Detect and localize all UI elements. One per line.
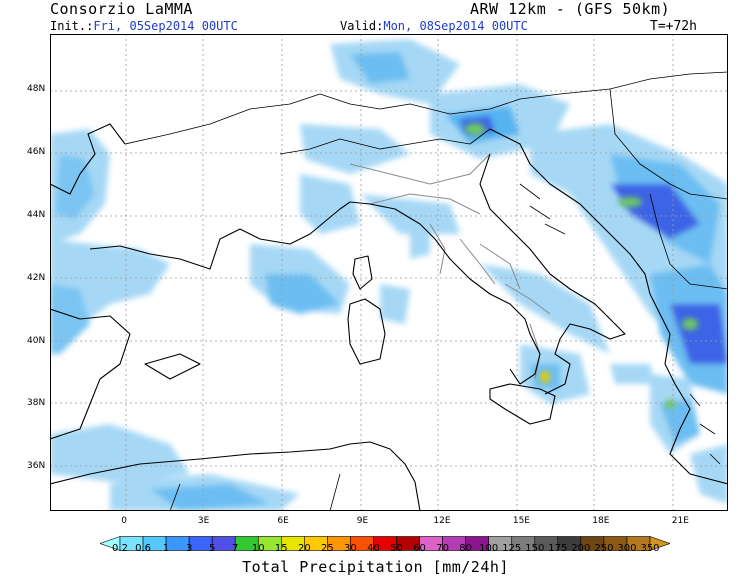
lon-label: 0 xyxy=(121,516,128,526)
colorbar-label: 0.2 xyxy=(112,543,128,554)
colorbar-swatch xyxy=(649,536,670,551)
colorbar-label: 20 xyxy=(297,543,311,554)
lat-label: 38N xyxy=(27,398,46,409)
colorbar-label: 70 xyxy=(436,543,449,554)
lon-label: 21E xyxy=(671,516,689,526)
colorbar-label: 40 xyxy=(367,543,380,554)
lon-label: 9E xyxy=(356,516,369,526)
lon-label: 3E xyxy=(197,516,210,526)
coastlines xyxy=(50,71,728,511)
lon-label: 18E xyxy=(592,516,610,526)
colorbar-label: 25 xyxy=(321,543,334,554)
colorbar-label: 350 xyxy=(640,543,660,554)
colorbar-label: 7 xyxy=(232,543,239,554)
colorbar-label: 30 xyxy=(344,543,357,554)
colorbar xyxy=(100,536,670,551)
colorbar-label: 80 xyxy=(459,543,473,554)
colorbar-label: 5 xyxy=(208,543,216,554)
lat-label: 40N xyxy=(27,335,46,346)
colorbar-label: 10 xyxy=(251,543,265,554)
colorbar-label: 60 xyxy=(413,543,426,554)
init-time: Init.:Fri, 05Sep2014 00UTC xyxy=(50,19,238,33)
colorbar-label: 200 xyxy=(571,543,591,554)
valid-label: Valid: xyxy=(340,19,384,33)
colorbar-label: 3 xyxy=(185,543,193,554)
colorbar-label: 300 xyxy=(617,543,637,554)
lon-label: 15E xyxy=(512,516,530,526)
colorbar-label: 1 xyxy=(162,543,170,554)
region-borders xyxy=(349,153,551,380)
lat-label: 36N xyxy=(27,461,46,472)
valid-value: Mon, 08Sep2014 00UTC xyxy=(383,19,528,33)
precipitation-map xyxy=(50,34,728,511)
forecast-step: T=+72h xyxy=(650,19,697,34)
lon-label: 12E xyxy=(433,516,451,526)
map-frame xyxy=(50,34,728,511)
lat-label: 44N xyxy=(27,210,46,220)
colorbar-label: 50 xyxy=(390,543,403,554)
colorbar-label: 250 xyxy=(594,543,614,554)
colorbar-label: 0.6 xyxy=(135,543,151,554)
organization-title: Consorzio LaMMA xyxy=(50,0,193,18)
lat-label: 48N xyxy=(27,84,46,95)
colorbar-title: Total Precipitation [mm/24h] xyxy=(242,558,509,576)
colorbar-label: 100 xyxy=(479,543,499,554)
valid-time: Valid:Mon, 08Sep2014 00UTC xyxy=(340,19,528,33)
precipitation-cores xyxy=(465,123,698,409)
lat-label: 46N xyxy=(27,147,46,158)
lon-label: 6E xyxy=(277,516,289,526)
colorbar-label: 150 xyxy=(525,543,545,554)
colorbar-label: 15 xyxy=(274,543,288,554)
colorbar-label: 175 xyxy=(548,543,568,554)
colorbar-label: 125 xyxy=(502,543,522,554)
lat-label: 42N xyxy=(27,272,46,283)
init-value: Fri, 05Sep2014 00UTC xyxy=(93,19,238,33)
init-label: Init.: xyxy=(50,19,94,33)
model-title: ARW 12km - (GFS 50km) xyxy=(470,0,671,18)
graticule xyxy=(50,34,728,511)
